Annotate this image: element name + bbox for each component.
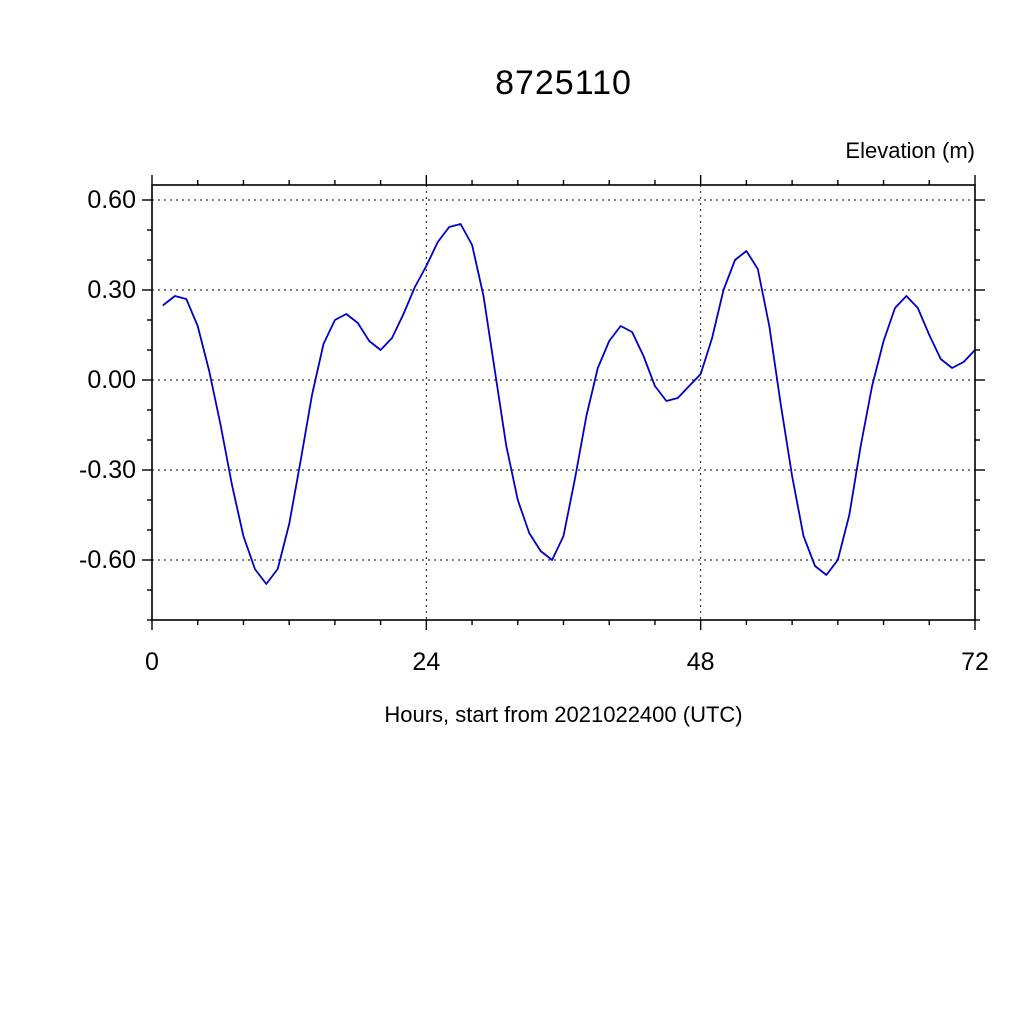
- y-tick-label: 0.60: [87, 186, 136, 214]
- y-tick-label: -0.60: [79, 546, 136, 574]
- elevation-series-line: [162, 223, 976, 585]
- x-axis-label: Hours, start from 2021022400 (UTC): [384, 702, 743, 727]
- y-tick-label: 0.00: [87, 366, 136, 394]
- y-tick-label: -0.30: [79, 456, 136, 484]
- x-tick-label: 72: [961, 648, 989, 676]
- y-axis-title: Elevation (m): [845, 138, 975, 163]
- x-tick-label: 48: [687, 648, 715, 676]
- y-tick-label: 0.30: [87, 276, 136, 304]
- plot-frame: [151, 184, 976, 621]
- x-tick-label: 0: [145, 648, 159, 676]
- x-tick-label: 24: [412, 648, 440, 676]
- chart-title: 8725110: [495, 64, 632, 102]
